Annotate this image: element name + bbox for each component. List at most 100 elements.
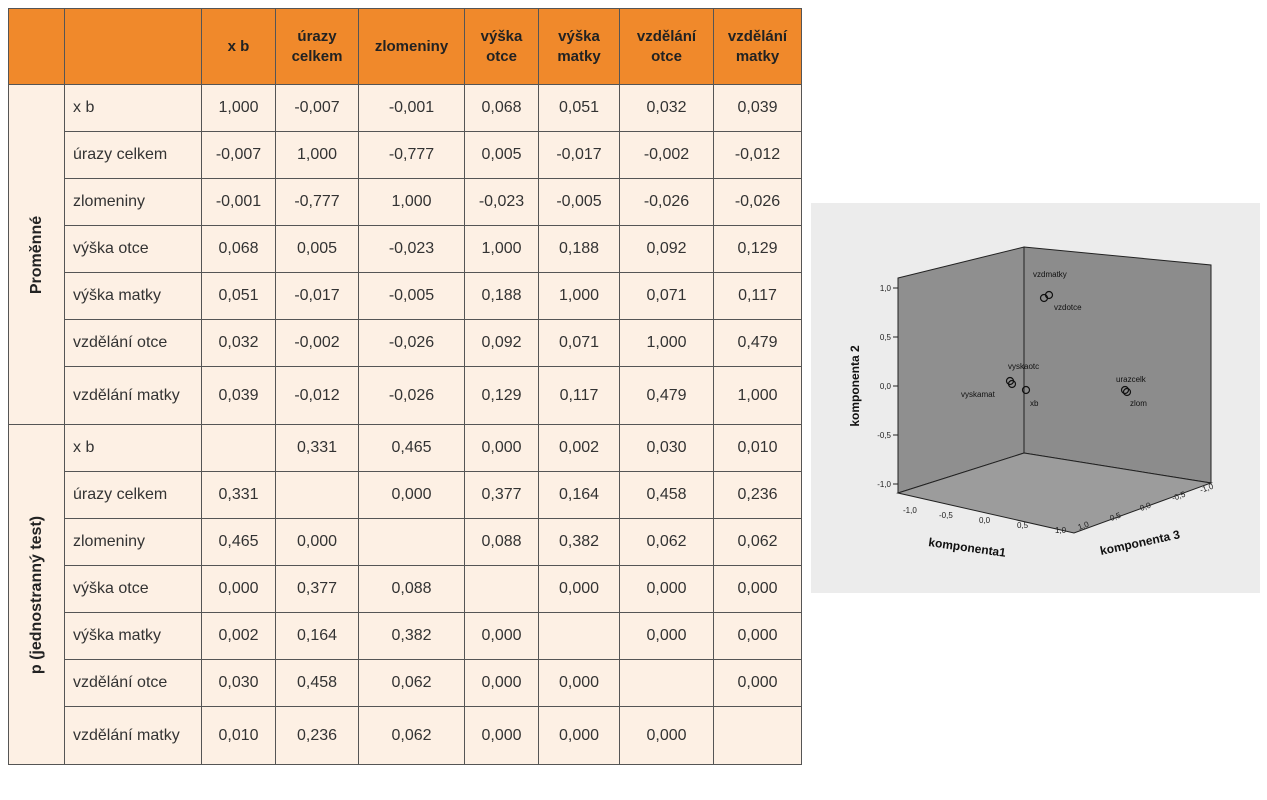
table-cell: 0,000 [538, 659, 620, 707]
table-cell: 0,164 [538, 471, 620, 519]
table-cell: 0,062 [713, 518, 802, 566]
table-cell [619, 659, 714, 707]
table-cell: 0,071 [538, 319, 620, 367]
table-cell: 0,382 [538, 518, 620, 566]
row-label: výška otce [64, 225, 202, 273]
group-cell-promenne: Proměnné [8, 84, 65, 425]
table-cell: 0,032 [619, 84, 714, 132]
table-cell: 0,000 [464, 424, 539, 472]
table-cell: 0,010 [713, 424, 802, 472]
tick-k2-2: 0,5 [880, 333, 892, 342]
component-plot-svg: 1,0 0,5 0,0 -0,5 -1,0 komponenta 2 -1,0 … [848, 246, 1216, 560]
table-cell [358, 518, 465, 566]
table-cell: 0,331 [201, 471, 276, 519]
table-cell: 0,071 [619, 272, 714, 320]
row-label: výška matky [64, 272, 202, 320]
tick-k2-3: 0,0 [880, 382, 892, 391]
row-label: vzdělání matky [64, 706, 202, 765]
table-row: výška otce 0,000 0,377 0,088 0,000 0,000 0,000 [9, 565, 802, 613]
table-row: Proměnné x b 1,000 -0,007 -0,001 0,068 0,051 0,… [8, 84, 802, 425]
table-cell: 0,465 [358, 424, 465, 472]
table-cell: -0,005 [358, 272, 465, 320]
table-cell [538, 612, 620, 660]
table-cell: 0,092 [619, 225, 714, 273]
table-cell: -0,007 [275, 84, 359, 132]
tick-k3-2: 0,5 [1109, 510, 1123, 522]
table-cell: 0,000 [201, 565, 276, 613]
table-cell: 0,030 [201, 659, 276, 707]
table-row: výška otce 0,068 0,005 -0,023 1,000 0,188 0,09… [9, 225, 802, 273]
point-label-vzdotce: vzdotce [1054, 303, 1082, 312]
header-zlomeniny: zlomeniny [358, 8, 465, 85]
back-wall [1023, 246, 1212, 484]
table-cell: 1,000 [464, 225, 539, 273]
table-cell: -0,002 [275, 319, 359, 367]
table-row: vzdělání otce 0,030 0,458 0,062 0,000 0,000 0,… [9, 659, 802, 707]
floor [896, 452, 1213, 534]
table-cell: 0,377 [464, 471, 539, 519]
axis-komponenta1-ticks: -1,0 -0,5 0,0 0,5 1,0 [903, 506, 1067, 535]
table-cell: -0,026 [619, 178, 714, 226]
tick-k1-2: -0,5 [939, 511, 953, 520]
table-cell: 0,088 [464, 518, 539, 566]
table-cell: 0,458 [275, 659, 359, 707]
left-wall [897, 246, 1025, 494]
table-cell: -0,026 [713, 178, 802, 226]
table-cell: 0,236 [275, 706, 359, 765]
header-urazy-celkem: úrazy celkem [275, 8, 359, 85]
table-cell: 0,062 [619, 518, 714, 566]
table-cell: 0,005 [275, 225, 359, 273]
table-cell: 0,000 [464, 706, 539, 765]
table-row: zlomeniny -0,001 -0,777 1,000 -0,023 -0,005 -0… [9, 178, 802, 226]
tick-k3-1: 1,0 [1077, 519, 1091, 531]
table-cell: 0,129 [713, 225, 802, 273]
table-cell: 0,032 [201, 319, 276, 367]
point-xb [1021, 385, 1031, 395]
table-cell: -0,007 [201, 131, 276, 179]
table-cell: 0,051 [201, 272, 276, 320]
table-cell: 0,005 [464, 131, 539, 179]
table-cell: -0,017 [275, 272, 359, 320]
table-row: vzdělání otce 0,032 -0,002 -0,026 0,092 0,071… [9, 319, 802, 367]
table-cell: -0,777 [275, 178, 359, 226]
point-label-urazcelk: urazcelk [1116, 375, 1147, 384]
table-cell: 0,000 [619, 706, 714, 765]
header-blank-1 [8, 8, 65, 85]
table-cell: 0,164 [275, 612, 359, 660]
point-vyskamat [1007, 379, 1017, 389]
table-cell: -0,017 [538, 131, 620, 179]
table-cell: -0,026 [358, 366, 465, 425]
table-cell: 0,051 [538, 84, 620, 132]
header-vyska-matky: výška matky [538, 8, 620, 85]
point-label-xb: xb [1030, 399, 1039, 408]
header-blank-2 [64, 8, 202, 85]
row-label: úrazy celkem [64, 131, 202, 179]
point-urazcelk [1120, 385, 1130, 395]
table-cell: 0,000 [464, 612, 539, 660]
table-cell: 0,377 [275, 565, 359, 613]
table-cell: 0,030 [619, 424, 714, 472]
header-vzdelani-matky: vzdělání matky [713, 8, 802, 85]
table-cell: 0,458 [619, 471, 714, 519]
tick-k2-5: -1,0 [877, 480, 891, 489]
table-cell: -0,012 [713, 131, 802, 179]
axis-komponenta3-ticks: 1,0 0,5 0,0 -0,5 -1,0 [1077, 482, 1216, 532]
table-cell: 0,188 [538, 225, 620, 273]
row-label: výška matky [64, 612, 202, 660]
table-cell: 0,062 [358, 659, 465, 707]
table-cell: -0,001 [201, 178, 276, 226]
row-label: zlomeniny [64, 518, 202, 566]
table-cell: 0,479 [713, 319, 802, 367]
header-vzdelani-otce: vzdělání otce [619, 8, 714, 85]
table-row: úrazy celkem 0,331 0,000 0,377 0,164 0,458 0,2… [9, 471, 802, 519]
table-cell: 0,000 [619, 612, 714, 660]
table-cell: 0,039 [713, 84, 802, 132]
table-cell: 0,117 [538, 366, 620, 425]
row-label: vzdělání otce [64, 319, 202, 367]
table-row: p (jednostranný test) x b 0,331 0,465 0,000 0… [8, 424, 802, 765]
table-cell: 0,039 [201, 366, 276, 425]
table-cell [713, 706, 802, 765]
table-cell: 0,088 [358, 565, 465, 613]
tick-k2-1: 1,0 [880, 284, 892, 293]
point-label-vyskaotc: vyskaotc [1008, 362, 1039, 371]
